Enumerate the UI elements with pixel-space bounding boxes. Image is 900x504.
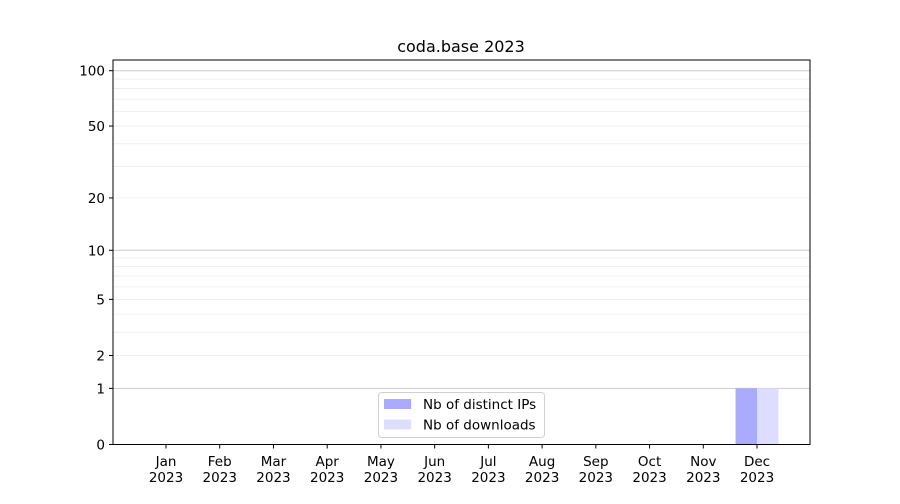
bar-downloads — [757, 388, 779, 445]
y-tick-label: 50 — [88, 119, 105, 135]
legend: Nb of distinct IPs Nb of downloads — [378, 392, 545, 438]
plot-frame — [112, 59, 811, 445]
y-tick-label: 0 — [96, 438, 105, 454]
y-tick-label: 1 — [96, 381, 105, 397]
chart-title: coda.base 2023 — [397, 37, 525, 56]
x-tick-label: Jun 2023 — [417, 454, 451, 486]
y-tick-label: 2 — [96, 349, 105, 365]
x-tick-label: Jul 2023 — [471, 454, 505, 486]
y-tick-label: 5 — [96, 292, 105, 308]
legend-label: Nb of distinct IPs — [423, 397, 536, 413]
x-tick-label: Nov 2023 — [686, 454, 720, 486]
legend-swatch — [384, 399, 411, 409]
legend-swatch — [384, 419, 411, 430]
legend-label: Nb of downloads — [423, 418, 536, 434]
y-tick-label: 10 — [88, 243, 105, 259]
legend-box — [378, 392, 545, 438]
x-tick-label: Jan 2023 — [149, 454, 183, 486]
x-tick-label: May 2023 — [364, 454, 398, 486]
x-tick-label: Sep 2023 — [579, 454, 613, 486]
x-tick-label: Mar 2023 — [256, 454, 290, 486]
y-tick-label: 20 — [88, 191, 105, 207]
x-tick-label: Dec 2023 — [740, 454, 774, 486]
y-tick-label: 100 — [79, 64, 105, 80]
x-tick-label: Oct 2023 — [632, 454, 666, 486]
bar-distinct-ips — [735, 388, 758, 445]
x-tick-label: Feb 2023 — [203, 454, 237, 486]
x-tick-label: Apr 2023 — [310, 454, 344, 486]
x-tick-label: Aug 2023 — [525, 454, 559, 486]
